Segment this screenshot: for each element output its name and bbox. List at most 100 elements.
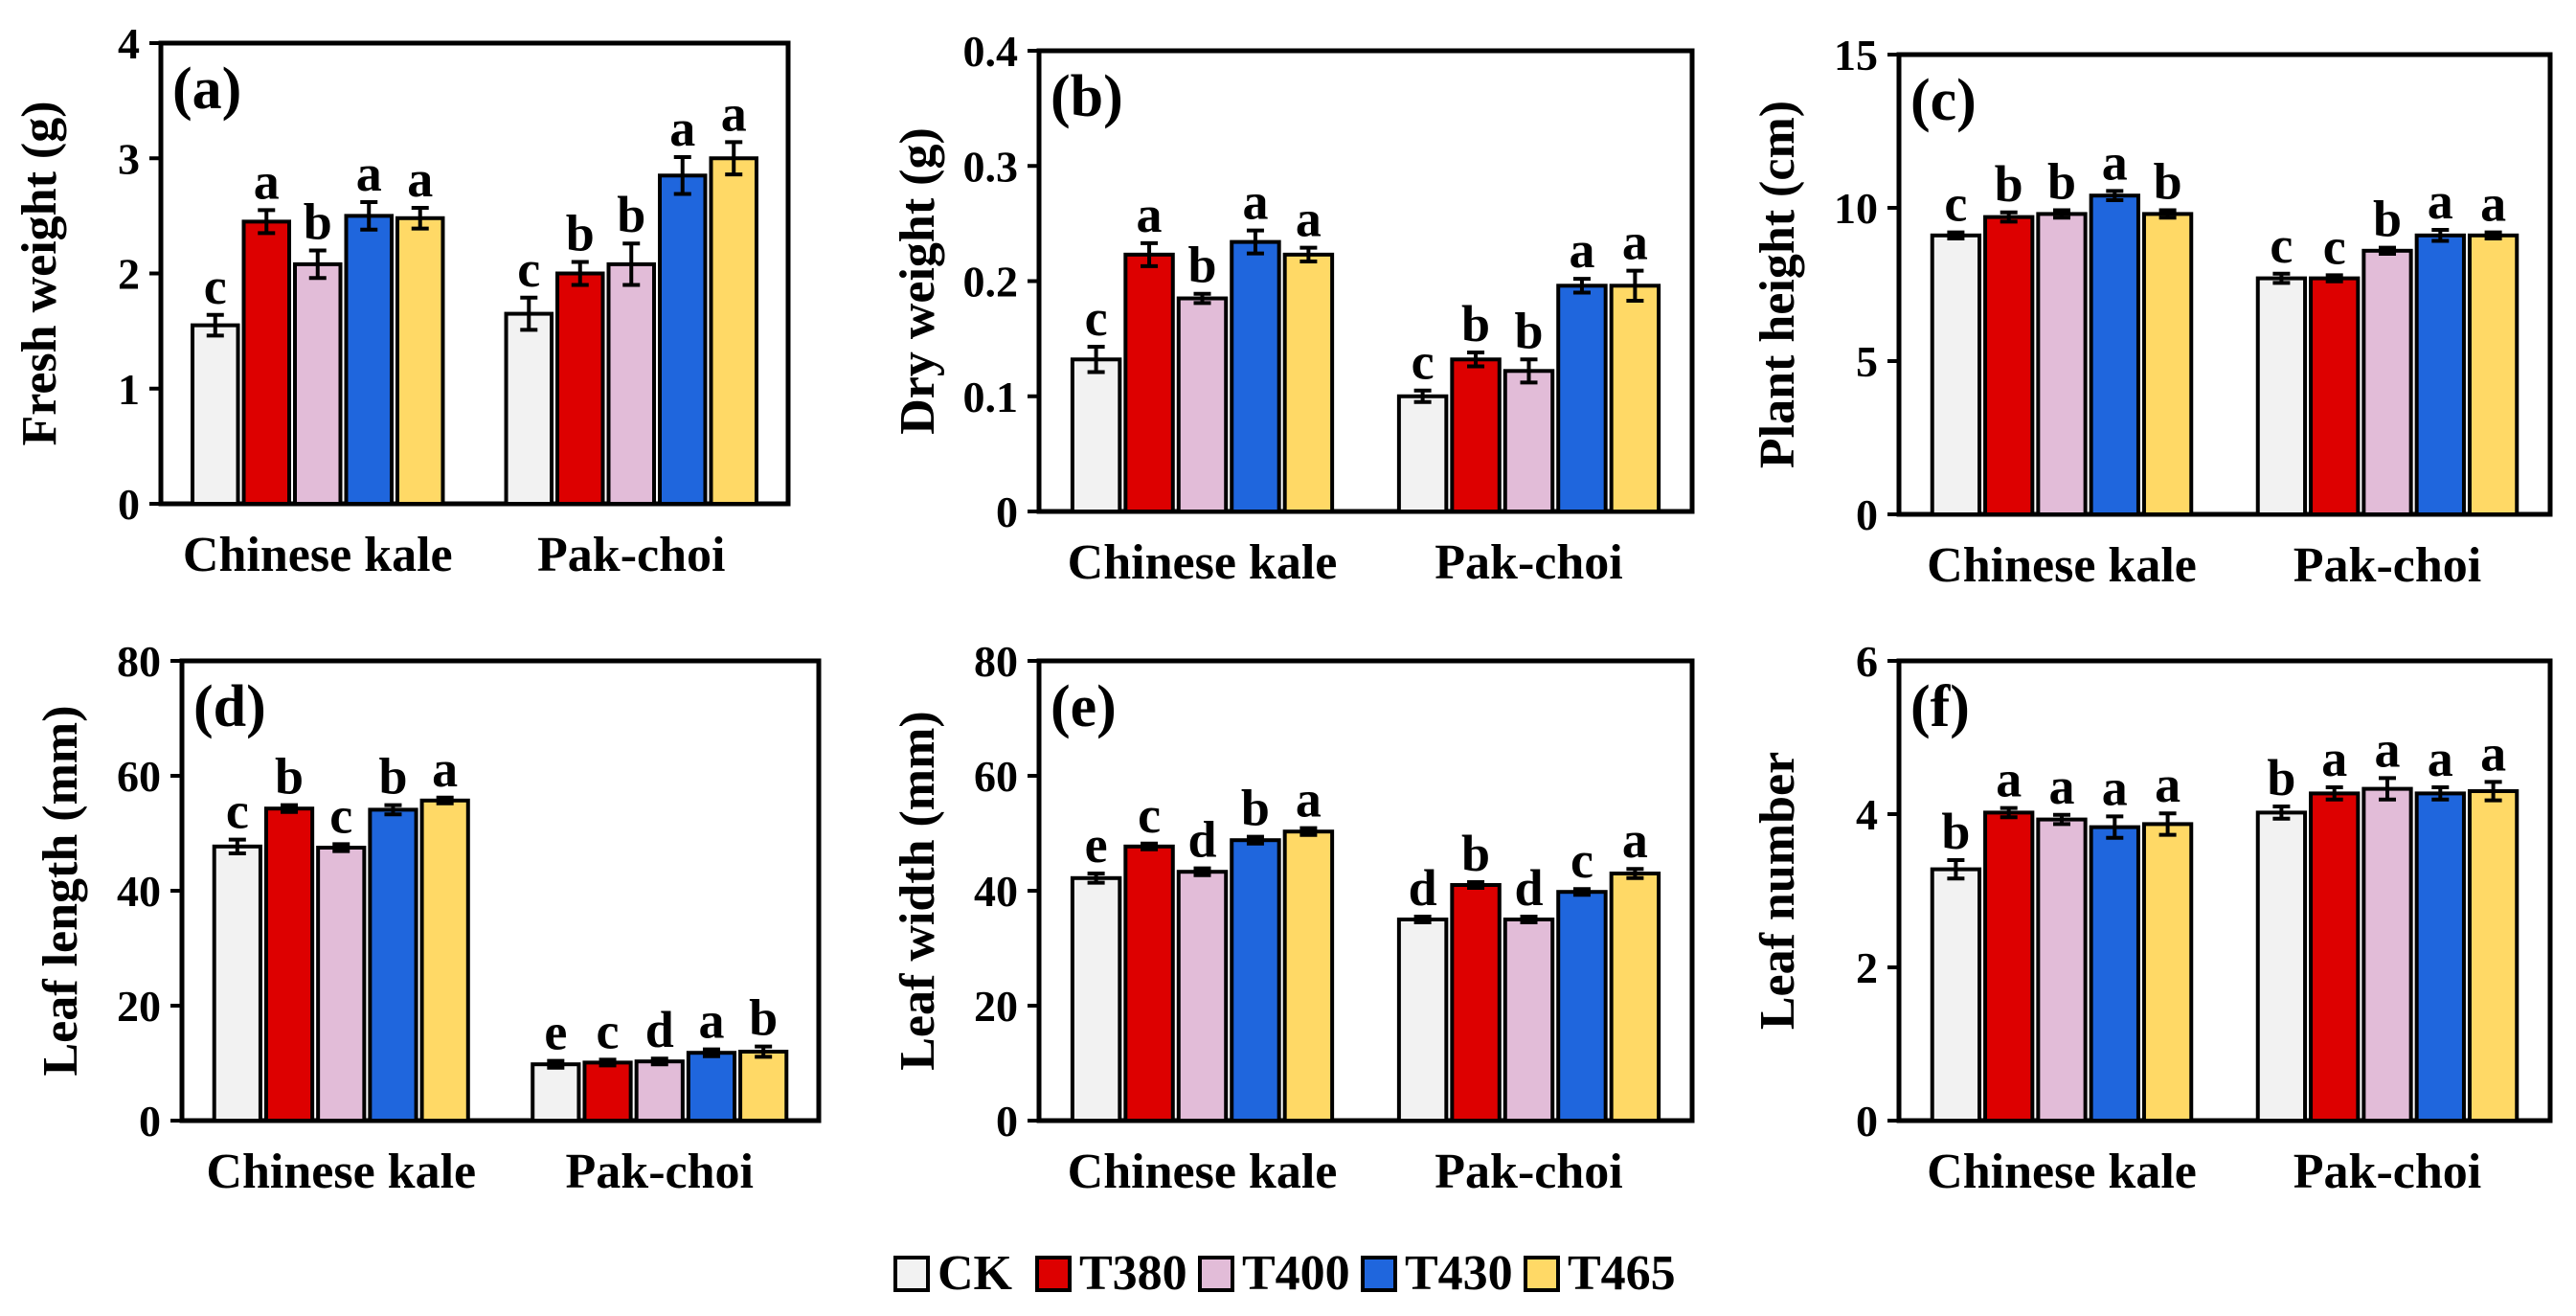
significance-letter: a bbox=[721, 84, 747, 142]
significance-letter: a bbox=[1569, 221, 1594, 279]
bar-t380-chinese-kale bbox=[241, 219, 292, 506]
bar-ck-chinese-kale bbox=[1930, 867, 1982, 1123]
y-axis-title: Fresh weight (g) bbox=[12, 101, 67, 445]
bar-t465-pak-choi bbox=[738, 1050, 789, 1123]
bar-t400-chinese-kale bbox=[293, 261, 343, 506]
significance-letter: d bbox=[1514, 859, 1543, 917]
significance-letter: a bbox=[2428, 730, 2453, 787]
bar-t380-pak-choi bbox=[555, 271, 605, 506]
y-axis-title: Dry weight (g) bbox=[891, 127, 945, 435]
bar-t465-chinese-kale bbox=[2141, 212, 2194, 516]
significance-letter: a bbox=[669, 100, 695, 157]
significance-letter: c bbox=[1570, 831, 1593, 889]
legend-swatch-t400 bbox=[1198, 1256, 1234, 1292]
bar-t400-pak-choi bbox=[606, 261, 656, 506]
y-tick-label: 80 bbox=[117, 637, 161, 686]
significance-letter: a bbox=[2049, 758, 2075, 815]
y-tick-label: 6 bbox=[1856, 637, 1878, 686]
x-category-label: Pak-choi bbox=[566, 1145, 754, 1199]
significance-letter: a bbox=[698, 992, 724, 1050]
legend-swatch-t430 bbox=[1361, 1256, 1397, 1292]
x-category-label: Chinese kale bbox=[206, 1145, 476, 1199]
significance-letter: a bbox=[2375, 720, 2401, 778]
bar-ck-pak-choi bbox=[2255, 810, 2308, 1123]
legend-label-t465: T465 bbox=[1568, 1246, 1676, 1301]
y-tick-label: 2 bbox=[118, 250, 140, 299]
bar-t430-chinese-kale bbox=[1230, 239, 1281, 514]
x-category-label: Chinese kale bbox=[183, 528, 453, 582]
bar-t380-chinese-kale bbox=[1123, 252, 1175, 513]
significance-letter: b bbox=[1995, 155, 2023, 213]
significance-letter: b bbox=[1187, 237, 1216, 294]
bar-ck-pak-choi bbox=[1396, 918, 1449, 1123]
significance-letter: e bbox=[544, 1004, 567, 1061]
significance-letter: a bbox=[2102, 133, 2128, 191]
significance-letter: a bbox=[407, 150, 433, 208]
significance-letter: a bbox=[432, 740, 458, 798]
y-tick-label: 40 bbox=[117, 867, 161, 916]
significance-letter: b bbox=[2047, 153, 2076, 211]
bar-t400-pak-choi bbox=[2361, 248, 2413, 516]
y-axis-title: Leaf length (mm) bbox=[34, 705, 88, 1076]
y-tick-label: 5 bbox=[1856, 337, 1878, 386]
bar-t400-pak-choi bbox=[1503, 918, 1555, 1123]
significance-letter: a bbox=[1622, 811, 1648, 869]
y-tick-label: 0 bbox=[996, 1097, 1018, 1146]
plot-frame bbox=[1896, 658, 2553, 1123]
panel-label: (a) bbox=[172, 57, 241, 122]
bar-t430-chinese-kale bbox=[344, 214, 394, 506]
y-axis-title: Leaf width (mm) bbox=[891, 711, 945, 1071]
bar-t430-chinese-kale bbox=[1230, 838, 1281, 1123]
bar-t400-pak-choi bbox=[1503, 369, 1555, 514]
bar-t400-chinese-kale bbox=[1176, 296, 1229, 513]
y-tick-label: 1 bbox=[118, 365, 140, 414]
y-tick-label: 0.2 bbox=[963, 258, 1019, 306]
bar-t400-chinese-kale bbox=[2036, 212, 2088, 516]
y-tick-label: 20 bbox=[974, 982, 1018, 1031]
bar-ck-chinese-kale bbox=[191, 323, 240, 506]
legend-label-t430: T430 bbox=[1405, 1246, 1513, 1301]
bar-t400-pak-choi bbox=[2361, 786, 2413, 1123]
bar-t380-pak-choi bbox=[582, 1060, 633, 1123]
bar-t430-chinese-kale bbox=[2089, 825, 2140, 1123]
significance-letter: c bbox=[204, 258, 227, 315]
bar-t465-pak-choi bbox=[2467, 233, 2520, 517]
bar-t465-chinese-kale bbox=[2141, 822, 2194, 1123]
significance-letter: a bbox=[2102, 759, 2128, 816]
y-tick-label: 10 bbox=[1834, 184, 1878, 233]
significance-letter: a bbox=[1137, 186, 1163, 243]
significance-letter: a bbox=[1296, 771, 1322, 828]
y-tick-label: 60 bbox=[974, 752, 1018, 801]
legend-label-t400: T400 bbox=[1242, 1246, 1350, 1301]
significance-letter: b bbox=[1241, 780, 1270, 837]
bar-t380-pak-choi bbox=[1450, 883, 1502, 1123]
significance-letter: b bbox=[1461, 295, 1490, 352]
legend-label-ck: CK bbox=[938, 1246, 1013, 1301]
y-axis-title: Leaf number bbox=[1751, 752, 1805, 1030]
bar-t465-pak-choi bbox=[2467, 789, 2520, 1123]
x-category-label: Chinese kale bbox=[1927, 538, 2197, 593]
bar-t465-chinese-kale bbox=[1282, 829, 1335, 1123]
significance-letter: b bbox=[2373, 191, 2402, 248]
bar-t380-pak-choi bbox=[1450, 357, 1502, 513]
panel-label: (d) bbox=[193, 674, 266, 739]
bar-t400-pak-choi bbox=[634, 1059, 685, 1123]
x-category-label: Chinese kale bbox=[1068, 1145, 1338, 1199]
y-tick-label: 2 bbox=[1856, 943, 1878, 992]
significance-letter: b bbox=[566, 204, 595, 261]
legend-swatch-t380 bbox=[1035, 1256, 1072, 1292]
significance-letter: c bbox=[2323, 217, 2346, 275]
significance-letter: c bbox=[226, 783, 249, 840]
bar-t430-chinese-kale bbox=[368, 807, 418, 1123]
y-tick-label: 4 bbox=[1856, 790, 1878, 839]
y-tick-label: 20 bbox=[117, 982, 161, 1031]
bar-t380-chinese-kale bbox=[1983, 810, 2035, 1123]
significance-letter: b bbox=[378, 748, 407, 805]
bar-ck-chinese-kale bbox=[1930, 233, 1982, 517]
significance-letter: c bbox=[329, 786, 352, 844]
